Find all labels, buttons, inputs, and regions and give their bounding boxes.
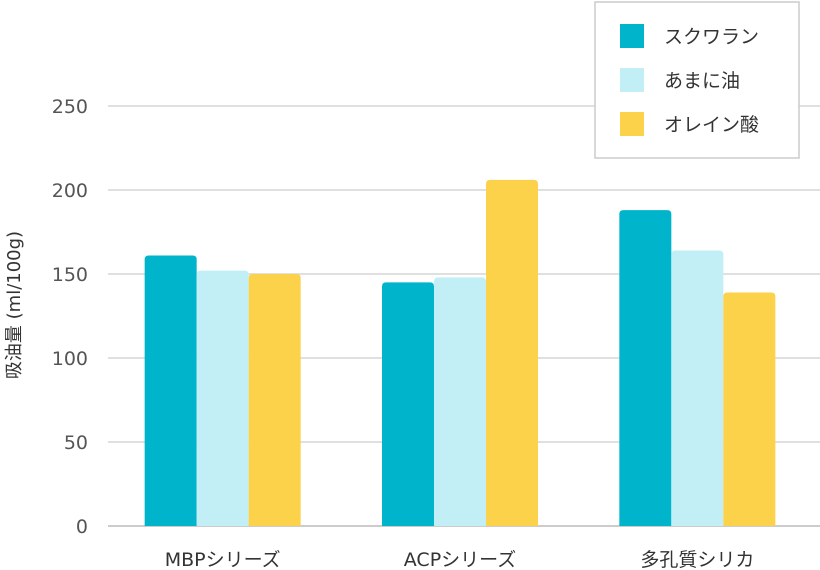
legend-label: スクワラン	[664, 26, 759, 48]
y-tick-label: 200	[52, 180, 88, 202]
bar	[723, 292, 776, 526]
bar	[434, 277, 486, 526]
bar	[486, 179, 538, 527]
bar	[619, 210, 672, 526]
y-tick-label: 100	[52, 348, 88, 370]
bar	[144, 255, 197, 526]
legend-swatch	[620, 24, 644, 48]
x-axis-labels: MBPシリーズ ACPシリーズ 多孔質シリカ	[165, 549, 755, 570]
y-tick-label: 150	[52, 264, 88, 286]
legend-label: あまに油	[664, 70, 740, 92]
y-axis-ticks: 0 50 100 150 200 250	[52, 96, 88, 538]
legend-swatch	[620, 112, 644, 136]
legend-swatch	[620, 68, 644, 92]
x-category-label: ACPシリーズ	[404, 549, 516, 570]
bar	[248, 274, 301, 526]
y-tick-label: 0	[76, 516, 88, 538]
bars	[144, 179, 776, 527]
x-category-label: MBPシリーズ	[165, 549, 281, 570]
bar	[382, 282, 434, 526]
bar	[671, 250, 724, 527]
x-category-label: 多孔質シリカ	[640, 549, 754, 570]
y-tick-label: 50	[64, 432, 88, 454]
legend-label: オレイン酸	[664, 114, 759, 136]
bar	[196, 270, 249, 526]
y-axis-title: 吸油量 (ml/100g)	[4, 231, 25, 379]
y-tick-label: 250	[52, 96, 88, 118]
